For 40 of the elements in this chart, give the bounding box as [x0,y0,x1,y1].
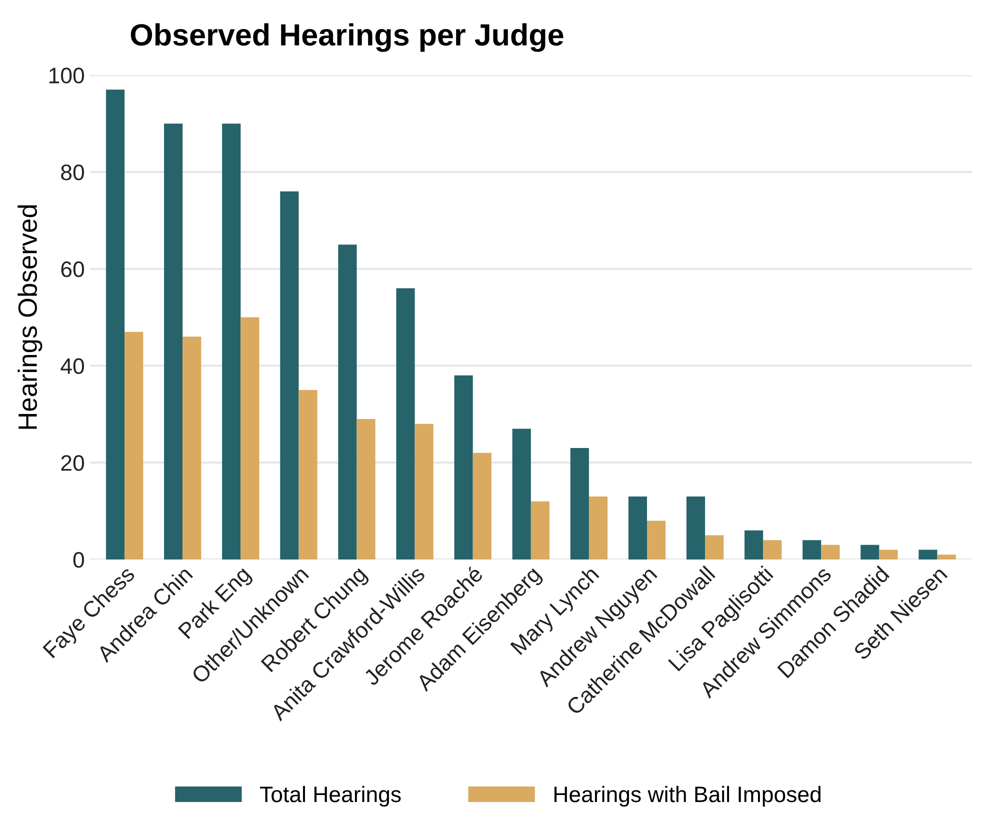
y-tick-label: 80 [61,164,84,180]
bar [802,540,822,560]
bar [338,244,357,560]
y-axis-title: Hearings Observed [18,205,42,429]
bar [106,90,125,560]
bar [686,496,706,560]
bar [879,550,898,560]
bar [182,336,202,560]
bar [918,550,938,560]
bar [860,544,880,560]
legend-label: Hearings with Bail Imposed [554,786,820,807]
bar [356,419,376,560]
y-tick-label: 100 [49,68,84,84]
bar [472,452,492,560]
bar [222,124,241,560]
bar [240,317,260,560]
bar [530,501,550,560]
chart-title: Observed Hearings per Judge [130,23,564,52]
y-tick-label: 20 [61,455,84,471]
bar [821,544,840,560]
y-tick-label: 60 [61,261,84,278]
bar [763,540,782,560]
bar [744,530,764,560]
bar [164,124,183,560]
bar [705,535,724,560]
bar [512,428,531,560]
bar [937,554,956,560]
bar [628,496,647,560]
bar [280,191,299,560]
bar [570,448,589,560]
bar [396,288,415,560]
y-tick-label: 40 [60,358,84,374]
bar [124,332,144,560]
y-tick-label: 0 [73,552,84,568]
legend-label: Total Hearings [260,786,401,807]
bar [454,375,473,560]
bar [647,520,666,560]
bar [414,424,434,560]
bar [298,390,318,560]
bar [588,496,608,560]
